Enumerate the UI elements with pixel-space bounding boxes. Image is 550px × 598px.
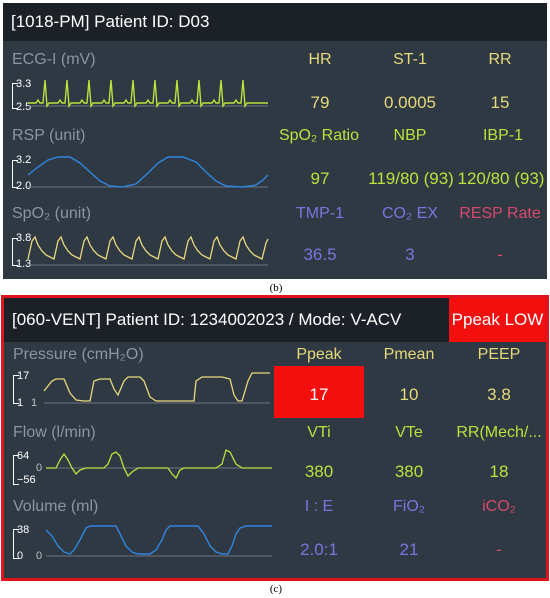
ico2-label: iCO₂ — [482, 498, 516, 515]
spo2-ratio-label: SpO₂ Ratio — [278, 127, 360, 144]
spo2-scale-bottom: 1.3 — [16, 258, 32, 270]
flow-label: Flow (l/min) — [13, 424, 96, 441]
ventilator-panel: [060-VENT] Patient ID: 1234002023 / Mode… — [1, 295, 549, 581]
ibp1-label: IBP-1 — [482, 127, 523, 144]
volume-scale-top: 38 — [17, 524, 30, 536]
peep-label: PEEP — [477, 346, 521, 363]
ie-value: 2.0:1 — [300, 540, 338, 559]
nbp-label: NBP — [393, 127, 427, 144]
ico2-value: - — [496, 540, 502, 559]
spo2-ratio-value: 97 — [310, 169, 330, 188]
spo2-row: SpO₂ (unit) 3.8 1.3 TMP-1 CO₂ EX RESP Ra… — [3, 199, 547, 279]
spo2-waveform — [27, 235, 269, 266]
pressure-label: Pressure (cmH₂O) — [13, 346, 144, 363]
vti-label: VTi — [307, 424, 331, 441]
co2ex-label: CO₂ EX — [382, 205, 438, 222]
flow-waveform — [46, 449, 272, 480]
ie-label: I : E — [304, 498, 334, 515]
pmean-label: Pmean — [383, 346, 435, 363]
resp-rate-value: - — [497, 245, 503, 264]
flow-row: Flow (l/min) 64 0 −56 VTi VTe RR(Mech/..… — [4, 420, 546, 500]
tmp1-value: 36.5 — [303, 245, 337, 264]
volume-waveform — [45, 525, 272, 557]
resp-rate-label: RESP Rate — [459, 205, 541, 222]
flow-scale-bracket — [13, 455, 19, 485]
rsp-label: RSP (unit) — [12, 127, 86, 144]
fio2-label: FiO₂ — [393, 498, 425, 515]
rr-value: 15 — [490, 93, 510, 112]
caption-b: (b) — [269, 282, 283, 294]
rsp-scale-bracket — [12, 160, 18, 188]
fio2-value: 21 — [399, 540, 419, 559]
ppeak-label: Ppeak — [296, 346, 342, 363]
hr-value: 79 — [310, 93, 330, 112]
rr-mech-value: 18 — [489, 462, 509, 481]
flow-scale-top: 64 — [17, 450, 30, 462]
rsp-scale-bottom: 2.0 — [16, 180, 32, 192]
ppeak-alarm-cell — [274, 366, 364, 418]
nbp-value: 119/80 (93) — [368, 169, 454, 188]
ecg-row: ECG-I (mV) 3.3 2.5 HR ST-1 RR 79 0.0005 … — [3, 43, 547, 127]
volume-baseline-label: 0 — [36, 550, 43, 562]
pressure-baseline-label: 1 — [31, 397, 38, 409]
pmean-value: 10 — [399, 385, 419, 404]
ppeak-value: 17 — [309, 385, 329, 404]
ppeak-low-alarm: Ppeak LOW — [449, 298, 546, 342]
vte-label: VTe — [395, 424, 423, 441]
pressure-scale-bottom: 1 — [17, 397, 24, 409]
hr-label: HR — [308, 51, 332, 68]
ecg-label: ECG-I (mV) — [12, 51, 96, 68]
vte-value: 380 — [394, 462, 424, 481]
pressure-row: Pressure (cmH₂O) 17 1 1 Ppeak Pmean PEEP… — [4, 342, 546, 422]
tmp1-label: TMP-1 — [296, 205, 344, 222]
rr-mech-label: RR(Mech/... — [456, 424, 542, 441]
flow-scale-bottom: −56 — [17, 474, 36, 486]
vti-value: 380 — [304, 462, 334, 481]
spo2-scale-top: 3.8 — [16, 232, 32, 244]
st1-value: 0.0005 — [384, 93, 436, 112]
rsp-row: RSP (unit) 3.2 2.0 SpO₂ Ratio NBP IBP-1 … — [3, 121, 547, 199]
flow-scale-zero: 0 — [36, 462, 43, 474]
panel-title: [060-VENT] Patient ID: 1234002023 / Mode… — [12, 310, 402, 329]
ecg-scale-bottom: 2.5 — [16, 101, 32, 113]
caption-c: (c) — [269, 583, 283, 595]
volume-row: Volume (ml) 38 0 0 I : E FiO₂ iCO₂ 2.0:1… — [4, 494, 546, 578]
co2ex-value: 3 — [405, 245, 415, 264]
patient-monitor-panel: [1018-PM] Patient ID: D03 ECG-I (mV) 3.3… — [3, 3, 547, 279]
volume-scale-bottom: 0 — [17, 550, 24, 562]
pressure-waveform — [43, 372, 270, 404]
rsp-waveform — [27, 156, 269, 188]
rr-label: RR — [488, 51, 512, 68]
ecg-waveform — [28, 79, 268, 109]
panel-header: [060-VENT] Patient ID: 1234002023 / Mode… — [4, 298, 546, 342]
panel-header: [1018-PM] Patient ID: D03 — [3, 3, 547, 41]
spo2-scale-bracket — [12, 238, 18, 266]
volume-label: Volume (ml) — [13, 498, 99, 515]
spo2-label: SpO₂ (unit) — [12, 205, 92, 222]
pressure-scale-bracket — [13, 375, 19, 404]
ibp1-value: 120/80 (93) — [457, 169, 545, 188]
ecg-scale-top: 3.3 — [16, 78, 32, 90]
panel-title: [1018-PM] Patient ID: D03 — [11, 12, 210, 31]
volume-scale-bracket — [13, 529, 19, 559]
peep-value: 3.8 — [487, 385, 511, 404]
rsp-scale-top: 3.2 — [16, 154, 32, 166]
ecg-scale-bracket — [12, 83, 18, 109]
st1-label: ST-1 — [393, 51, 427, 68]
pressure-scale-top: 17 — [17, 370, 30, 382]
